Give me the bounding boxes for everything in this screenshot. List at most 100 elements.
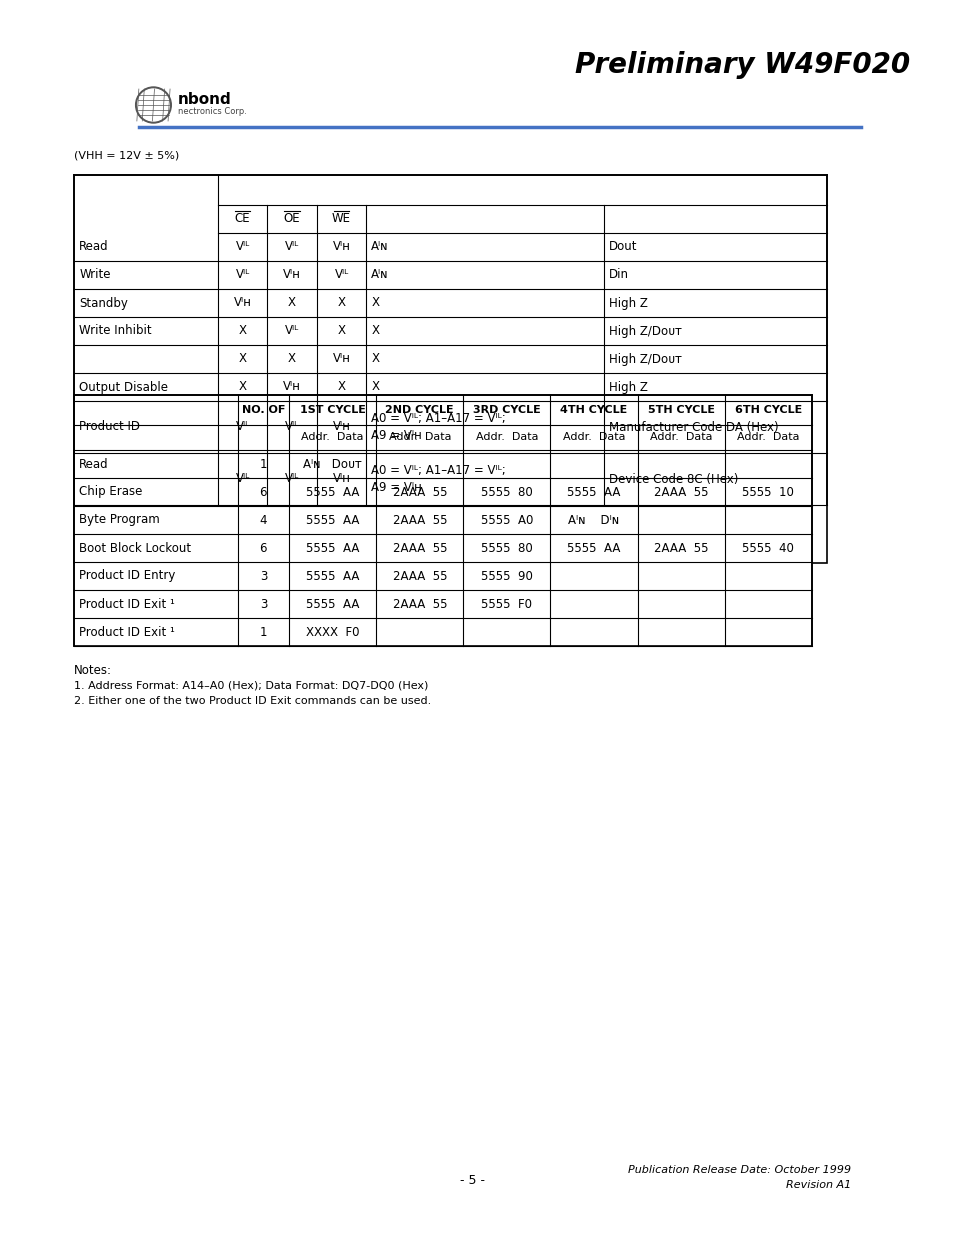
Text: A0 = Vᴵᴸ; A1–A17 = Vᴵᴸ;
A9 = Vᴵʜ: A0 = Vᴵᴸ; A1–A17 = Vᴵᴸ; A9 = Vᴵʜ (371, 412, 505, 442)
Text: 5555  AA: 5555 AA (306, 598, 359, 610)
Text: Write: Write (79, 268, 111, 282)
Text: Addr.  Data: Addr. Data (649, 432, 712, 442)
Text: Chip Erase: Chip Erase (79, 485, 142, 499)
Text: 5555  10: 5555 10 (741, 485, 794, 499)
Text: 1ST CYCLE: 1ST CYCLE (299, 405, 365, 415)
Text: 3RD CYCLE: 3RD CYCLE (473, 405, 540, 415)
Text: Aᴵɴ   Dᴏᴜᴛ: Aᴵɴ Dᴏᴜᴛ (303, 457, 361, 471)
Text: Vᴵʜ: Vᴵʜ (333, 473, 350, 485)
Text: Revision A1: Revision A1 (785, 1179, 851, 1191)
Text: Standby: Standby (79, 296, 128, 310)
Text: Addr.  Data: Addr. Data (737, 432, 799, 442)
Text: X: X (337, 325, 345, 337)
Text: X: X (288, 296, 295, 310)
Text: X: X (238, 352, 246, 366)
Text: X: X (288, 352, 295, 366)
Text: Output Disable: Output Disable (79, 380, 168, 394)
Text: Product ID Exit ¹: Product ID Exit ¹ (79, 625, 175, 638)
Text: Publication Release Date: October 1999: Publication Release Date: October 1999 (628, 1165, 851, 1174)
Text: A0 = Vᴵᴸ; A1–A17 = Vᴵᴸ;
A9 = Vᴵʜ: A0 = Vᴵᴸ; A1–A17 = Vᴵᴸ; A9 = Vᴵʜ (371, 464, 505, 494)
Text: nbond: nbond (178, 93, 232, 107)
Text: CE: CE (234, 212, 250, 226)
Text: 2AAA  55: 2AAA 55 (653, 485, 708, 499)
Text: High Z: High Z (608, 296, 647, 310)
Text: X: X (238, 380, 246, 394)
Text: Vᴵʜ: Vᴵʜ (333, 241, 350, 253)
Text: Din: Din (608, 268, 628, 282)
Text: OE: OE (283, 212, 300, 226)
Text: Product ID Exit ¹: Product ID Exit ¹ (79, 598, 175, 610)
Text: 2AAA  55: 2AAA 55 (392, 598, 447, 610)
Text: 5555  F0: 5555 F0 (481, 598, 532, 610)
Text: Vᴵᴸ: Vᴵᴸ (285, 473, 299, 485)
Text: Byte Program: Byte Program (79, 514, 160, 526)
Text: 3: 3 (259, 569, 267, 583)
Text: High Z/Dᴏᴜᴛ: High Z/Dᴏᴜᴛ (608, 325, 681, 337)
Text: X: X (337, 296, 345, 310)
Text: (VHH = 12V ± 5%): (VHH = 12V ± 5%) (74, 149, 179, 161)
Text: 2AAA  55: 2AAA 55 (392, 541, 447, 555)
Text: 1: 1 (259, 457, 267, 471)
Text: 5555  80: 5555 80 (480, 541, 532, 555)
Text: Vᴵʜ: Vᴵʜ (333, 420, 350, 433)
Text: 5555  AA: 5555 AA (306, 569, 359, 583)
Text: X: X (371, 352, 379, 366)
Circle shape (135, 86, 172, 124)
Text: Aᴵɴ: Aᴵɴ (371, 268, 389, 282)
Bar (74, 175, 826, 563)
Text: Boot Block Lockout: Boot Block Lockout (79, 541, 192, 555)
Text: Addr.  Data: Addr. Data (301, 432, 363, 442)
Text: Vᴵᴸ: Vᴵᴸ (235, 473, 250, 485)
Text: Addr.  Data: Addr. Data (388, 432, 451, 442)
Text: 2AAA  55: 2AAA 55 (392, 514, 447, 526)
Text: 5555  AA: 5555 AA (306, 485, 359, 499)
Text: X: X (371, 380, 379, 394)
Text: 3: 3 (259, 598, 267, 610)
Text: High Z: High Z (608, 380, 647, 394)
Text: Vᴵᴸ: Vᴵᴸ (285, 420, 299, 433)
Text: Product ID: Product ID (79, 420, 140, 433)
Text: Vᴵʜ: Vᴵʜ (283, 268, 301, 282)
Text: Addr.  Data: Addr. Data (562, 432, 624, 442)
Text: Device Code 8C (Hex): Device Code 8C (Hex) (608, 473, 738, 485)
Text: Preliminary W49F020: Preliminary W49F020 (575, 51, 909, 79)
Circle shape (137, 89, 169, 121)
Text: 6: 6 (259, 541, 267, 555)
Text: Vᴵʜ: Vᴵʜ (333, 352, 350, 366)
Text: Product ID Entry: Product ID Entry (79, 569, 175, 583)
Text: 2AAA  55: 2AAA 55 (392, 485, 447, 499)
Text: X: X (238, 325, 246, 337)
Text: 2AAA  55: 2AAA 55 (392, 569, 447, 583)
Text: 1. Address Format: A14–A0 (Hex); Data Format: DQ7-DQ0 (Hex): 1. Address Format: A14–A0 (Hex); Data Fo… (74, 680, 428, 690)
Text: 5555  AA: 5555 AA (567, 541, 620, 555)
Text: X: X (371, 296, 379, 310)
Text: 5555  40: 5555 40 (741, 541, 794, 555)
Text: X: X (337, 380, 345, 394)
Text: WE: WE (332, 212, 351, 226)
Text: Vᴵᴸ: Vᴵᴸ (285, 325, 299, 337)
Text: XXXX  F0: XXXX F0 (306, 625, 359, 638)
Text: 5555  AA: 5555 AA (306, 514, 359, 526)
Text: 4TH CYCLE: 4TH CYCLE (559, 405, 627, 415)
Text: Write Inhibit: Write Inhibit (79, 325, 152, 337)
Text: 5555  AA: 5555 AA (306, 541, 359, 555)
Text: 2ND CYCLE: 2ND CYCLE (385, 405, 454, 415)
Text: Vᴵʜ: Vᴵʜ (283, 380, 301, 394)
Text: 5TH CYCLE: 5TH CYCLE (647, 405, 714, 415)
Text: 5555  90: 5555 90 (480, 569, 533, 583)
Text: Notes:: Notes: (74, 664, 112, 677)
Text: Aᴵɴ    Dᴵɴ: Aᴵɴ Dᴵɴ (568, 514, 618, 526)
Text: Vᴵʜ: Vᴵʜ (233, 296, 252, 310)
Text: Vᴵᴸ: Vᴵᴸ (235, 241, 250, 253)
Text: Manufacturer Code DA (Hex): Manufacturer Code DA (Hex) (608, 420, 778, 433)
Text: 1: 1 (259, 625, 267, 638)
Text: 2AAA  55: 2AAA 55 (653, 541, 708, 555)
Text: 6: 6 (259, 485, 267, 499)
Text: 5555  AA: 5555 AA (567, 485, 620, 499)
Text: NO. OF: NO. OF (241, 405, 285, 415)
Text: Addr.  Data: Addr. Data (476, 432, 537, 442)
Text: Vᴵᴸ: Vᴵᴸ (285, 241, 299, 253)
Text: X: X (371, 325, 379, 337)
Text: Aᴵɴ: Aᴵɴ (371, 241, 389, 253)
Text: Read: Read (79, 241, 109, 253)
